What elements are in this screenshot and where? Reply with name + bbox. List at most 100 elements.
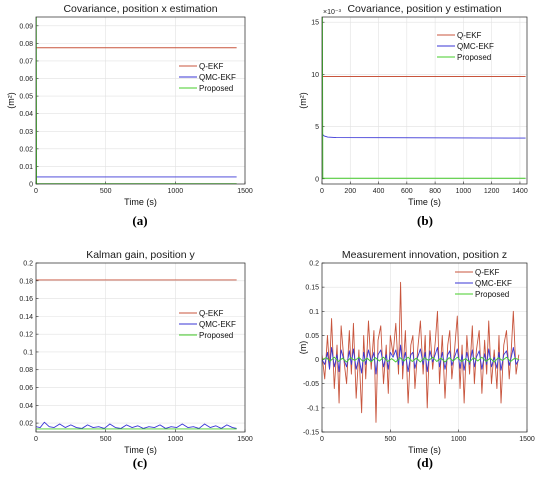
y-tick-label: 0.1 — [23, 349, 33, 356]
legend-label: Q-EKF — [457, 31, 482, 40]
y-tick-label: 0.12 — [19, 332, 33, 339]
x-tick-label: 400 — [373, 188, 385, 195]
y-tick-label: 0.06 — [19, 76, 33, 83]
panel-label: (a) — [132, 213, 147, 228]
x-tick-label: 1400 — [512, 188, 528, 195]
y-tick-label: 0.05 — [19, 94, 33, 101]
chart-title: Covariance, position x estimation — [63, 3, 217, 15]
legend: Q-EKF QMC-EKF Proposed — [179, 309, 236, 340]
y-tick-label: 0.15 — [305, 285, 319, 292]
series-line-qmc-ekf — [36, 421, 237, 429]
chart-title: Measurement innovation, position z — [342, 249, 507, 261]
y-tick-label: -0.15 — [303, 430, 319, 437]
legend: Q-EKF QMC-EKF Proposed — [179, 62, 236, 93]
y-tick-label: 0 — [29, 182, 33, 189]
legend-label: Q-EKF — [199, 309, 224, 318]
x-tick-label: 1500 — [237, 436, 253, 443]
y-tick-label: 10 — [311, 72, 319, 79]
y-tick-label: 0.09 — [19, 23, 33, 30]
x-tick-label: 600 — [401, 188, 413, 195]
plot-area — [36, 17, 245, 184]
y-tick-label: 5 — [315, 124, 319, 131]
y-tick-label: 15 — [311, 20, 319, 27]
panel-d: 0 500 1000 1500 -0.15 -0.1 -0.05 0 0.05 0.1 0.15 0.… — [298, 249, 535, 470]
plot-area — [322, 17, 527, 184]
legend: Q-EKF QMC-EKF Proposed — [455, 268, 512, 299]
y-tick-label: 0.03 — [19, 129, 33, 136]
panel-b: 0 200 400 600 800 1000 1200 1400 0 5 10 15 Covarianc… — [298, 3, 528, 228]
panel-label: (d) — [417, 455, 433, 470]
y-tick-label: 0.14 — [19, 314, 33, 321]
x-tick-label: 0 — [34, 188, 38, 195]
x-tick-label: 1000 — [451, 436, 467, 443]
y-tick-label: 0.01 — [19, 164, 33, 171]
y-tick-label: 0.16 — [19, 296, 33, 303]
series-line-proposed — [322, 17, 526, 179]
y-axis-label: (m²) — [298, 92, 308, 109]
y-tick-label: 0.07 — [19, 58, 33, 65]
x-tick-label: 500 — [384, 436, 396, 443]
y-tick-label: 0.06 — [19, 385, 33, 392]
y-tick-label: 0.04 — [19, 403, 33, 410]
panel-label: (c) — [133, 455, 147, 470]
y-tick-label: 0.08 — [19, 367, 33, 374]
axes-box — [35, 16, 246, 185]
series-line-proposed — [36, 17, 237, 184]
y-tick-label: 0.2 — [309, 261, 319, 268]
legend-label: Proposed — [199, 84, 233, 93]
legend-label: QMC-EKF — [457, 42, 494, 51]
x-axis-label: Time (s) — [124, 445, 157, 455]
y-tick-label: 0.1 — [309, 309, 319, 316]
panel-label: (b) — [417, 213, 433, 228]
x-tick-label: 1500 — [237, 188, 253, 195]
y-tick-label: 0.2 — [23, 261, 33, 268]
y-tick-label: 0 — [315, 176, 319, 183]
y-tick-label: 0.02 — [19, 146, 33, 153]
x-tick-label: 500 — [100, 188, 112, 195]
x-tick-label: 0 — [320, 188, 324, 195]
x-tick-label: 0 — [34, 436, 38, 443]
panel-a: 0 500 1000 1500 0 0.01 0.02 0.03 0.04 0.05 0.06 0.0… — [6, 3, 253, 228]
panel-c: 0 500 1000 1500 0.02 0.04 0.06 0.08 0.1 0.12 0.14 0… — [19, 249, 253, 470]
series-line-proposed — [322, 356, 519, 363]
y-tick-label: 0.04 — [19, 111, 33, 118]
y-tick-label: -0.1 — [307, 405, 319, 412]
plot-area — [36, 263, 245, 432]
legend-label: Proposed — [457, 53, 491, 62]
y-tick-label: 0.02 — [19, 421, 33, 428]
legend-label: QMC-EKF — [199, 320, 236, 329]
series-line-qmc-ekf — [322, 133, 526, 139]
x-tick-label: 1000 — [168, 188, 184, 195]
y-axis-label: (m²) — [6, 92, 16, 109]
legend-label: QMC-EKF — [199, 73, 236, 82]
x-tick-label: 1000 — [168, 436, 184, 443]
axes-box — [35, 262, 246, 433]
chart-title: Kalman gain, position y — [86, 249, 195, 261]
legend-label: Proposed — [199, 331, 233, 340]
y-tick-label: 0.08 — [19, 41, 33, 48]
x-axis-label: Time (s) — [408, 445, 441, 455]
y-tick-label: 0.18 — [19, 278, 33, 285]
y-tick-label: 0.05 — [305, 333, 319, 340]
legend-label: QMC-EKF — [475, 279, 512, 288]
x-tick-label: 1000 — [456, 188, 472, 195]
y-tick-label: -0.05 — [303, 381, 319, 388]
legend: Q-EKF QMC-EKF Proposed — [437, 31, 494, 62]
y-axis-exponent: ×10⁻³ — [323, 9, 342, 16]
x-tick-label: 500 — [100, 436, 112, 443]
x-tick-label: 0 — [320, 436, 324, 443]
x-axis-label: Time (s) — [408, 197, 441, 207]
legend-label: Q-EKF — [475, 268, 500, 277]
legend-label: Proposed — [475, 290, 509, 299]
y-axis-label: (m) — [298, 341, 308, 355]
legend-label: Q-EKF — [199, 62, 224, 71]
x-tick-label: 1200 — [484, 188, 500, 195]
x-tick-label: 1500 — [519, 436, 535, 443]
y-tick-label: 0 — [315, 357, 319, 364]
x-tick-label: 800 — [429, 188, 441, 195]
x-tick-label: 200 — [344, 188, 356, 195]
axes-box — [321, 16, 528, 185]
x-axis-label: Time (s) — [124, 197, 157, 207]
chart-title: Covariance, position y estimation — [347, 3, 501, 15]
